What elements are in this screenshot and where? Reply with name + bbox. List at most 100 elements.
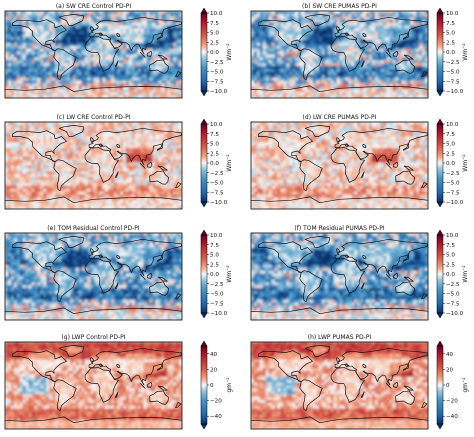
heatmap-cell [52, 142, 56, 146]
heatmap-cell [422, 71, 426, 76]
heatmap-cell [265, 28, 270, 32]
heatmap-cell [128, 162, 133, 167]
heatmap-cell [256, 48, 261, 53]
heatmap-cell [75, 37, 80, 41]
heatmap-cell [90, 95, 95, 98]
heatmap-cell [398, 54, 403, 58]
heatmap-cell [173, 63, 177, 67]
heatmap-cell [34, 136, 39, 140]
heatmap-cell [179, 80, 182, 85]
heatmap-cell [111, 145, 115, 149]
heatmap-cell [43, 25, 47, 29]
heatmap-cell [339, 16, 344, 21]
heatmap-cell [93, 139, 98, 143]
heatmap-cell [339, 71, 344, 76]
heatmap-cell [312, 80, 317, 85]
heatmap-cell [105, 162, 109, 167]
heatmap-cell [69, 80, 74, 85]
heatmap-cell [78, 182, 83, 187]
heatmap-cell [374, 80, 379, 85]
heatmap-cell [398, 69, 403, 73]
heatmap-cell [114, 86, 118, 90]
heatmap-cell [64, 25, 68, 29]
heatmap-cell [345, 74, 349, 79]
heatmap-cell [114, 69, 118, 73]
heatmap-cell [268, 74, 273, 79]
heatmap-cell [271, 22, 276, 27]
heatmap-cell [16, 34, 21, 38]
heatmap-cell [19, 57, 24, 61]
heatmap-cell [99, 51, 103, 56]
heatmap-cell [265, 57, 270, 61]
heatmap-cell [5, 86, 9, 90]
heatmap-cell [10, 37, 15, 41]
heatmap-cell [170, 130, 174, 135]
heatmap-cell [307, 77, 311, 82]
heatmap-cell [43, 19, 47, 24]
heatmap-cell [146, 45, 151, 50]
heatmap-cell [146, 28, 151, 32]
heatmap-cell [336, 69, 341, 73]
heatmap-cell [312, 48, 317, 53]
heatmap-cell [137, 133, 142, 138]
heatmap-cell [66, 22, 71, 27]
heatmap-cell [64, 77, 68, 82]
heatmap-cell [87, 45, 92, 50]
heatmap-cell [173, 136, 177, 140]
heatmap-cell [87, 25, 92, 29]
heatmap-cell [102, 48, 106, 53]
heatmap-cell [137, 19, 142, 24]
heatmap-cell [401, 54, 405, 58]
heatmap-cell [357, 77, 361, 82]
heatmap-cell [259, 83, 264, 87]
heatmap-cell [43, 86, 47, 90]
heatmap-cell [131, 37, 136, 41]
heatmap-cell [90, 127, 95, 132]
heatmap-cell [149, 37, 154, 41]
heatmap-cell [25, 66, 30, 70]
heatmap-cell [16, 133, 21, 138]
heatmap-cell [72, 168, 77, 172]
heatmap-cell [392, 48, 397, 53]
heatmap-cell [99, 139, 103, 143]
heatmap-cell [37, 51, 41, 56]
heatmap-cell [140, 40, 145, 44]
heatmap-cell [407, 34, 411, 38]
colorbar-unit-label: Wm⁻² [462, 43, 469, 61]
heatmap-cell [301, 77, 305, 82]
heatmap-cell [286, 83, 290, 87]
heatmap-cell [87, 48, 92, 53]
heatmap-cell [324, 54, 329, 58]
heatmap-cell [158, 151, 162, 155]
heatmap-cell [152, 57, 157, 61]
heatmap-cell [13, 145, 18, 149]
heatmap-cell [22, 74, 27, 79]
heatmap-cell [386, 25, 391, 29]
heatmap-cell [52, 177, 56, 181]
heatmap-cell [72, 34, 77, 38]
heatmap-cell [307, 34, 311, 38]
heatmap-cell [416, 66, 420, 70]
heatmap-cell [140, 19, 145, 24]
heatmap-cell [19, 127, 24, 132]
heatmap-cell [173, 45, 177, 50]
heatmap-cell [34, 11, 39, 15]
heatmap-cell [348, 63, 352, 67]
heatmap-cell [143, 11, 148, 15]
heatmap-cell [131, 142, 136, 146]
heatmap-cell [120, 57, 124, 61]
heatmap-cell [22, 83, 27, 87]
heatmap-cell [13, 63, 18, 67]
heatmap-cell [81, 156, 86, 161]
heatmap-cell [34, 142, 39, 146]
heatmap-cell [61, 13, 65, 18]
heatmap-cell [295, 77, 299, 82]
heatmap-cell [389, 37, 394, 41]
heatmap-cell [137, 180, 142, 184]
heatmap-cell [10, 57, 15, 61]
heatmap-cell [179, 31, 182, 35]
heatmap-cell [161, 92, 165, 96]
heatmap-cell [114, 42, 118, 47]
heatmap-cell [256, 19, 261, 24]
heatmap-cell [173, 69, 177, 73]
